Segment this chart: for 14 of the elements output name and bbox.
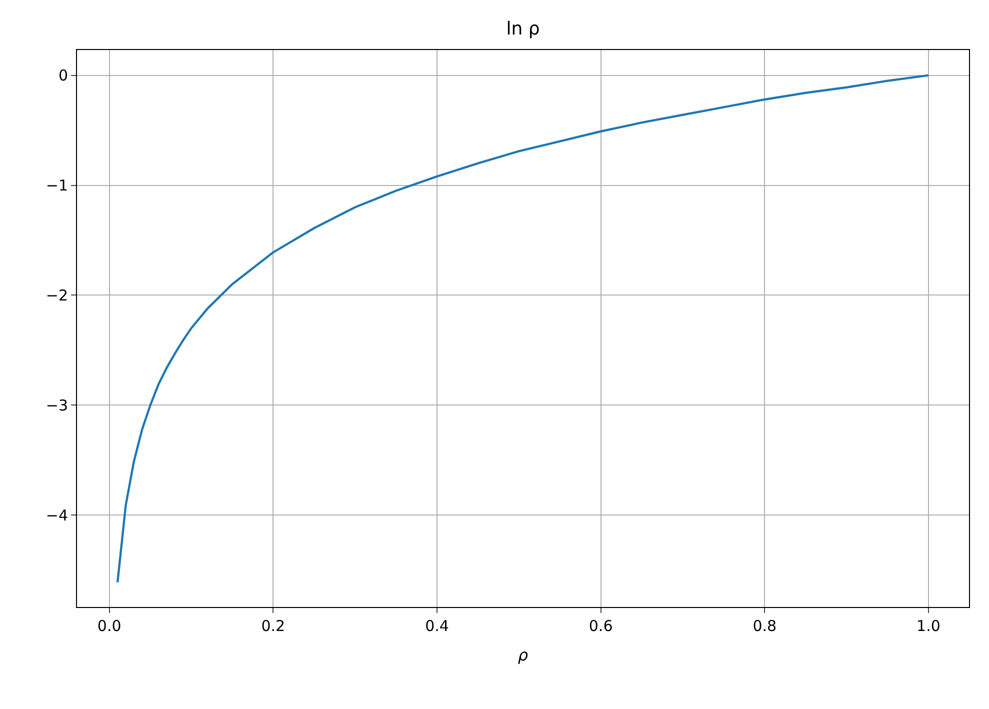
y-tick-label: −3 [46, 396, 68, 414]
x-tick-label: 0.4 [425, 617, 449, 635]
x-axis-title: ρ [518, 646, 528, 665]
line-series [116, 74, 930, 584]
x-tick-label: 0.6 [588, 617, 613, 635]
x-tick-label: 1.0 [916, 617, 940, 635]
y-tick-label: −4 [46, 506, 68, 524]
y-tick-label: −2 [46, 286, 68, 304]
x-tick-label: 0.8 [752, 617, 777, 635]
x-tick-label: 0.2 [261, 617, 286, 635]
y-tick-label: 0 [58, 66, 68, 85]
x-tick-label: 0.0 [97, 617, 122, 635]
chart-title: ln ρ [506, 18, 540, 40]
y-tick-label: −1 [46, 176, 68, 195]
